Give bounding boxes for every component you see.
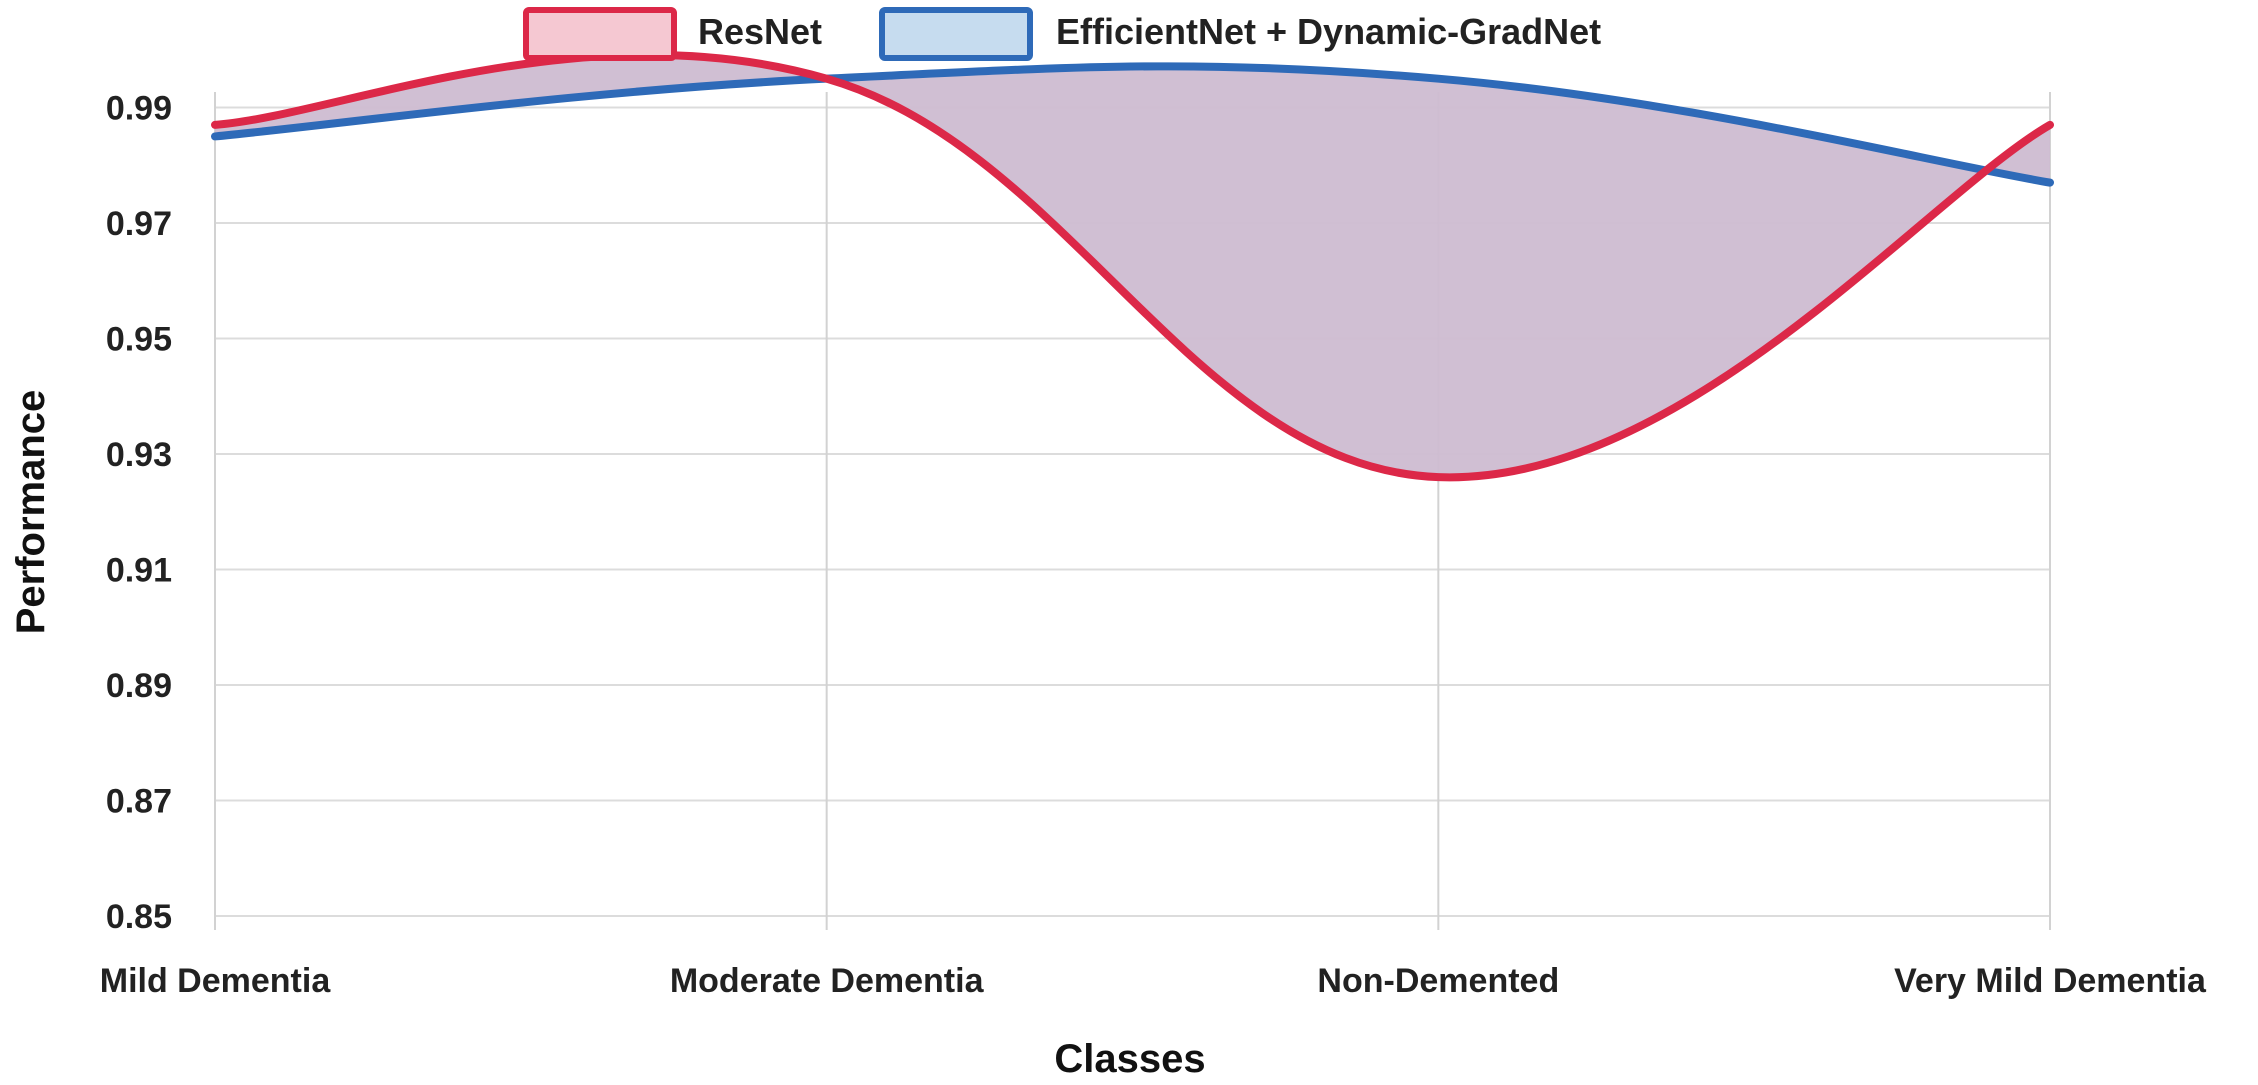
- y-tick-label: 0.91: [106, 552, 172, 590]
- y-tick-label: 0.89: [106, 667, 172, 705]
- series-areas: [215, 54, 2050, 478]
- series-lines: [211, 50, 2054, 482]
- legend-swatch-efficientnet: [879, 7, 1033, 61]
- legend-label-resnet: ResNet: [698, 11, 822, 52]
- y-tick-label: 0.95: [106, 321, 172, 359]
- legend-item-resnet[interactable]: ResNet: [523, 7, 822, 61]
- legend-swatch-resnet: [523, 7, 677, 61]
- area-between-series: [215, 54, 2050, 478]
- x-tick-label: Very Mild Dementia: [1894, 962, 2207, 1000]
- y-axis-ticks: 0.85 0.87 0.89 0.91 0.93 0.95 0.97 0.99: [106, 90, 172, 936]
- x-axis-title: Classes: [1054, 1037, 1205, 1081]
- y-tick-label: 0.85: [106, 898, 172, 936]
- x-axis-ticks: Mild Dementia Moderate Dementia Non-Dement…: [100, 962, 2207, 1000]
- y-tick-label: 0.87: [106, 783, 172, 821]
- legend-label-efficientnet: EfficientNet + Dynamic-GradNet: [1056, 11, 1601, 52]
- y-tick-label: 0.93: [106, 436, 172, 474]
- x-tick-label: Mild Dementia: [100, 962, 332, 1000]
- y-tick-label: 0.97: [106, 205, 172, 243]
- x-tick-label: Non-Demented: [1317, 962, 1559, 1000]
- y-axis-title: Performance: [9, 390, 53, 635]
- series-line-resnet: [211, 50, 2054, 482]
- legend-item-efficientnet[interactable]: EfficientNet + Dynamic-GradNet: [879, 7, 1601, 61]
- legend: ResNet EfficientNet + Dynamic-GradNet: [523, 7, 1601, 61]
- series-line-efficientnet: [211, 62, 2054, 187]
- y-tick-label: 0.99: [106, 90, 172, 128]
- x-tick-label: Moderate Dementia: [670, 962, 985, 1000]
